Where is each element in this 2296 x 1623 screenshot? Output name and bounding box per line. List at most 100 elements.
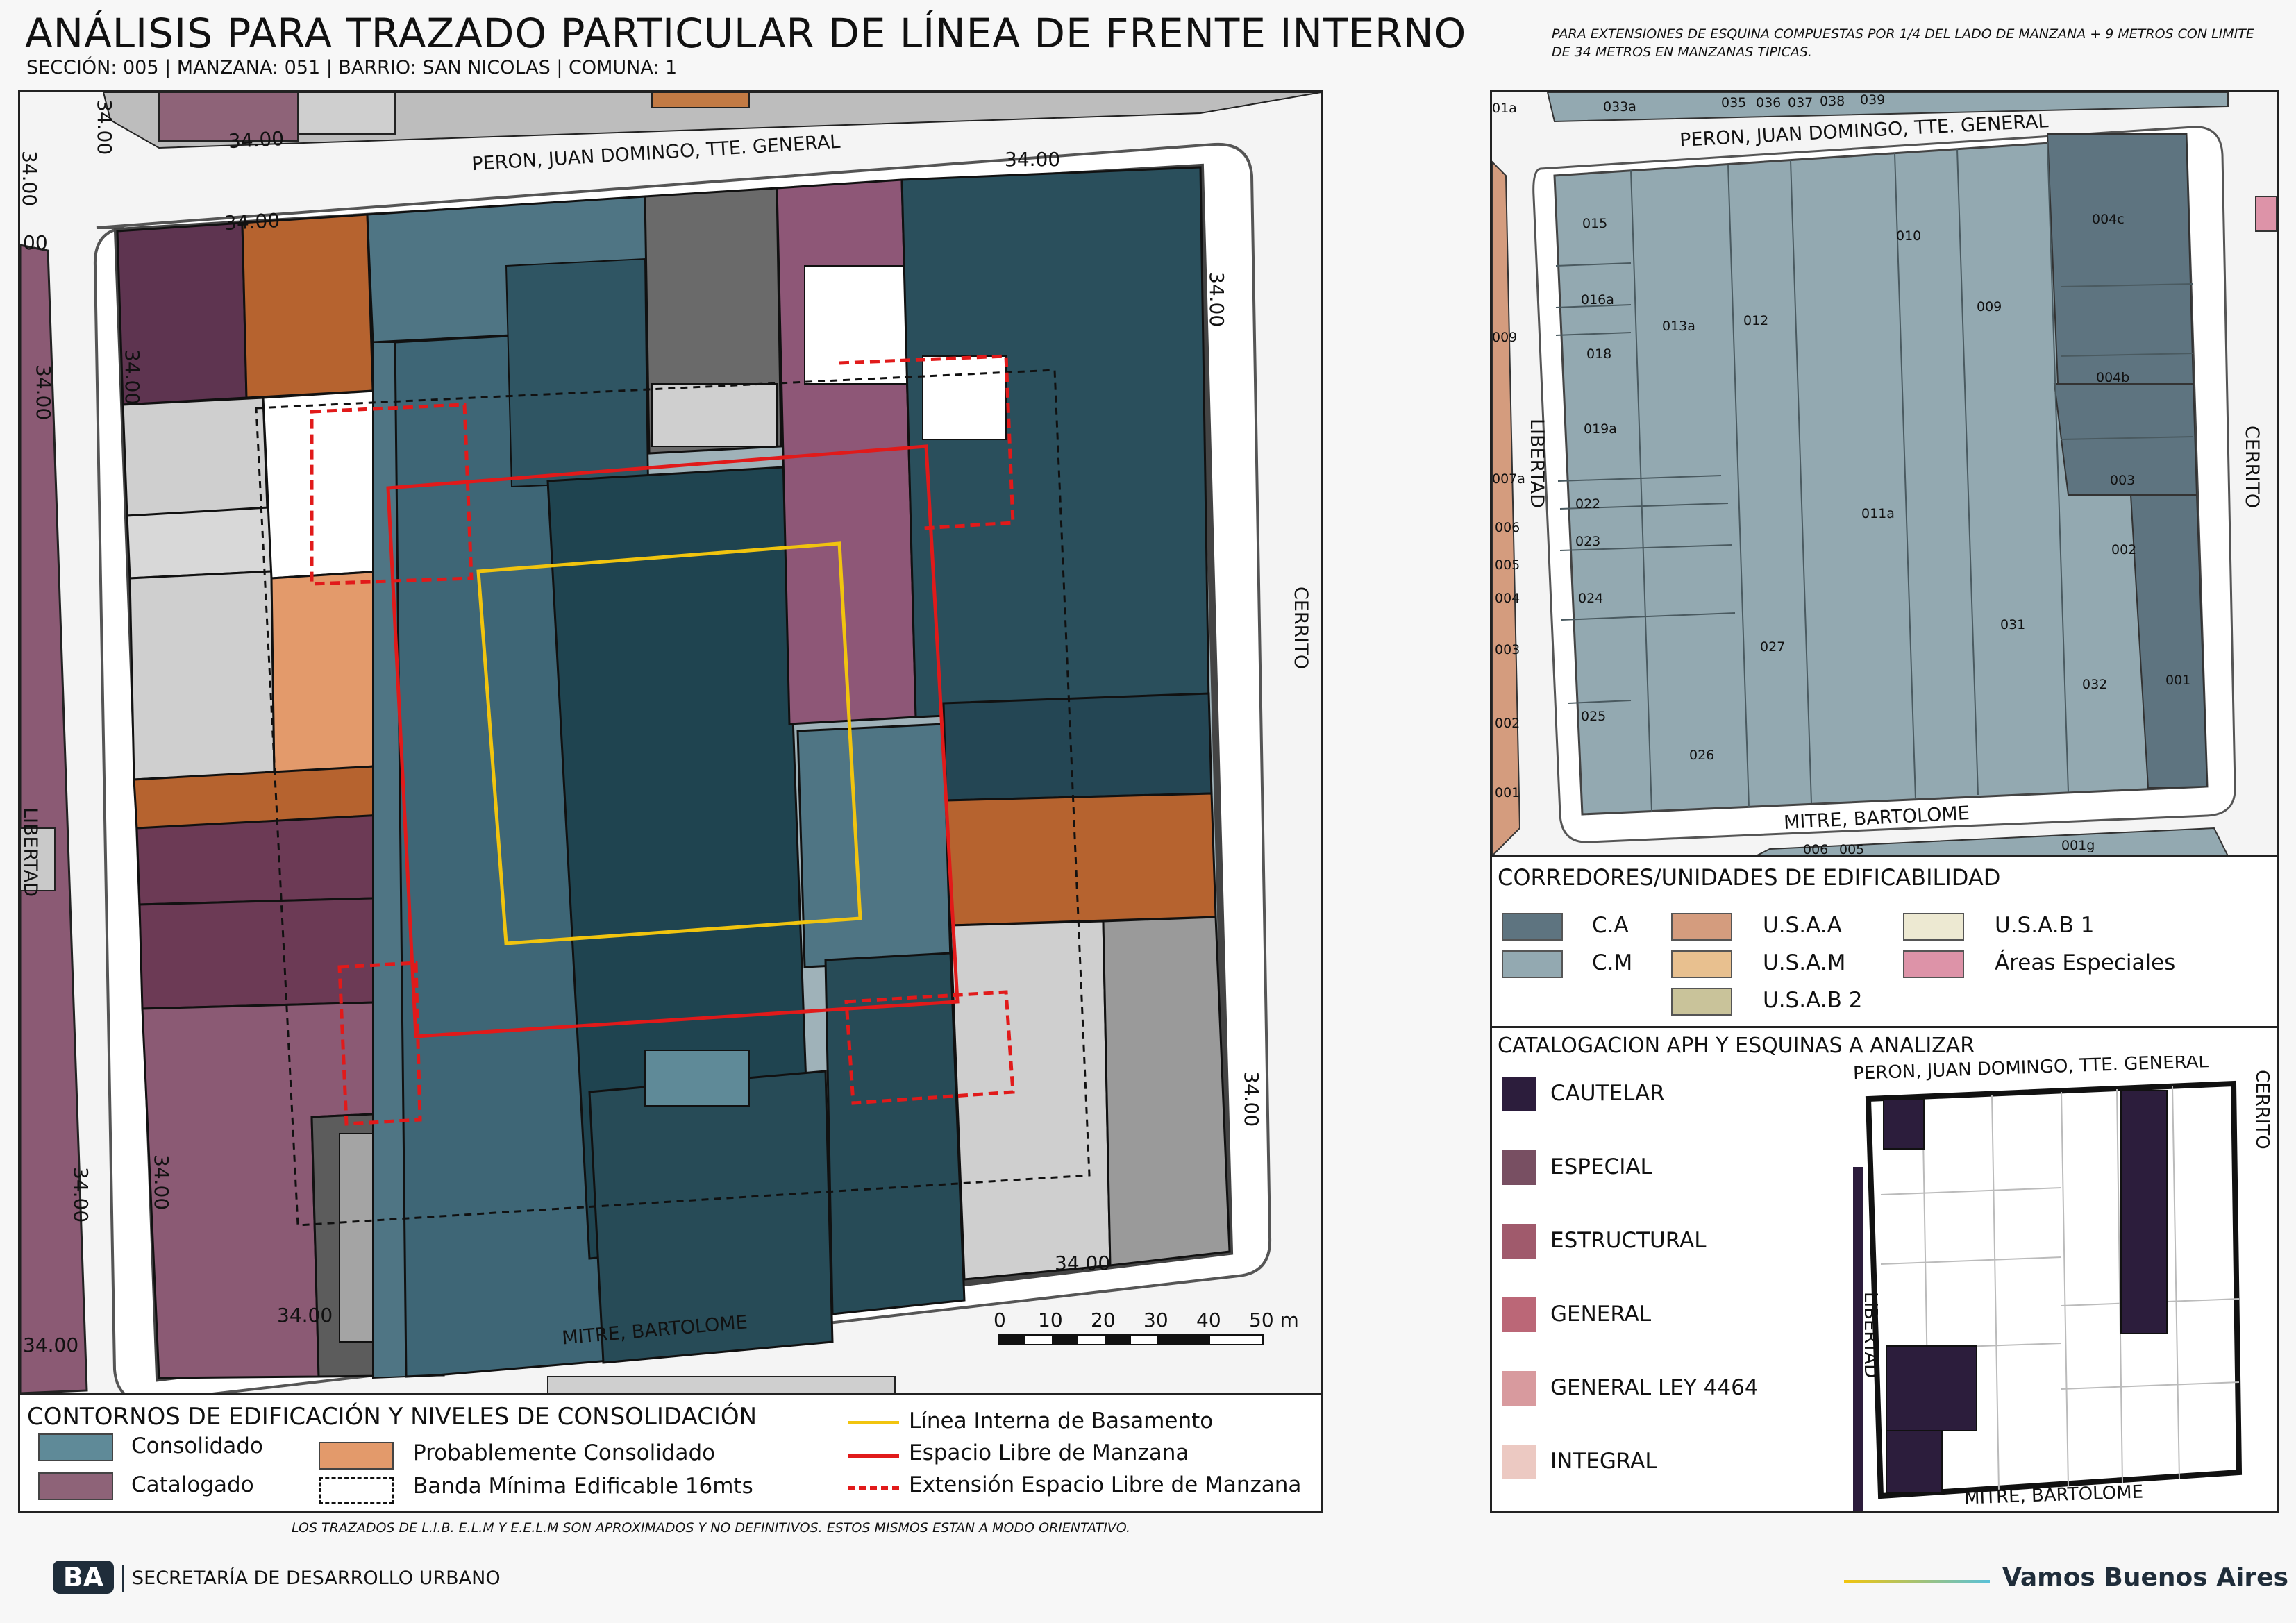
ba-logo-text: BA <box>62 1562 104 1592</box>
lot-label: 015 <box>1582 216 1608 231</box>
lot-label: 032 <box>2082 677 2108 692</box>
mini-street-east: CERRITO <box>2252 1070 2272 1150</box>
lot-label: 006 <box>1803 842 1829 857</box>
dimension-label: 34.00 <box>93 99 116 155</box>
lot-label: 027 <box>1760 639 1786 655</box>
gradient-line <box>1844 1580 1990 1583</box>
legend-line-basement <box>848 1421 899 1424</box>
legend-label: GENERAL <box>1550 1302 1652 1327</box>
lot-label: 003 <box>2110 473 2136 488</box>
legend-label: Áreas Especiales <box>1995 950 2176 975</box>
lot-label: 005 <box>1839 842 1865 857</box>
scale-label: 10 <box>1038 1309 1063 1331</box>
legend-swatch-probable <box>319 1442 394 1470</box>
lot-label: 025 <box>1581 709 1607 724</box>
dimension-label: 34.00 <box>277 1304 333 1327</box>
legend-label: Banda Mínima Edificable 16mts <box>413 1474 753 1499</box>
ba-logo: BA <box>53 1561 114 1594</box>
scale-label: 30 <box>1143 1309 1168 1331</box>
free-space-extension <box>839 354 1015 530</box>
contour-legend-title: CONTORNOS DE EDIFICACIÓN Y NIVELES DE CO… <box>27 1403 757 1431</box>
legend-label: GENERAL LEY 4464 <box>1550 1375 1759 1400</box>
footer-divider <box>122 1565 124 1592</box>
dimension-label: 34.00 <box>1055 1252 1111 1275</box>
legend-swatch-consolidado <box>38 1433 113 1461</box>
street-label-east: CERRITO <box>1290 587 1312 670</box>
legend-swatch-usab2 <box>1671 988 1732 1016</box>
main-map-panel: PERON, JUAN DOMINGO, TTE. GENERAL MITRE,… <box>18 90 1323 1395</box>
legend-swatch-usab1 <box>1903 913 1964 941</box>
parcel-street-east: CERRITO <box>2241 426 2263 509</box>
secretaria-label: SECRETARÍA DE DESARROLLO URBANO <box>132 1567 501 1589</box>
lot-label: 001g <box>2061 838 2095 853</box>
legend-label: Espacio Libre de Manzana <box>909 1440 1189 1465</box>
contour-legend: CONTORNOS DE EDIFICACIÓN Y NIVELES DE CO… <box>18 1393 1323 1513</box>
lot-label: 009 <box>1977 299 2002 314</box>
aph-mini-map: PERON, JUAN DOMINGO, TTE. GENERAL MITRE,… <box>1853 1056 2277 1511</box>
corridor-legend-title: CORREDORES/UNIDADES DE EDIFICABILIDAD <box>1498 864 2001 891</box>
legend-label: U.S.A.B 2 <box>1763 988 1863 1013</box>
dimension-label: 34.00 <box>69 1167 92 1223</box>
aph-legend-title: CATALOGACION APH Y ESQUINAS A ANALIZAR <box>1498 1034 1975 1058</box>
legend-label: ESTRUCTURAL <box>1550 1228 1707 1253</box>
scale-label: 0 <box>994 1309 1006 1331</box>
legend-label: C.A <box>1592 913 1629 938</box>
dimension-label: 34.00 <box>228 126 285 153</box>
extension-note: PARA EXTENSIONES DE ESQUINA COMPUESTAS P… <box>1552 26 2254 60</box>
lot-label: 001 <box>2165 673 2191 688</box>
lot-label: 012 <box>1743 313 1769 328</box>
free-space-extension <box>337 961 422 1126</box>
main-map <box>20 92 1321 1393</box>
lot-label: 018 <box>1586 346 1612 362</box>
scale-label: 40 <box>1196 1309 1221 1331</box>
lot-label: 006 <box>1495 520 1520 535</box>
street-label-west: LIBERTAD <box>19 807 41 898</box>
parcel-map <box>1492 92 2277 856</box>
legend-swatch-estructural <box>1502 1224 1536 1259</box>
parcel-street-west: LIBERTAD <box>1526 419 1548 509</box>
legend-swatch-cautelar <box>1502 1077 1536 1111</box>
legend-line-free-space <box>848 1454 899 1458</box>
free-space-extension <box>310 403 474 586</box>
legend-label: Catalogado <box>131 1472 254 1497</box>
lot-label: 031 <box>2000 617 2026 632</box>
lot-label: 026 <box>1689 748 1715 763</box>
lot-label: 004b <box>2096 370 2130 385</box>
lot-label: 004 <box>1495 591 1520 606</box>
legend-label: Probablemente Consolidado <box>413 1440 716 1465</box>
legend-label: Extensión Espacio Libre de Manzana <box>909 1472 1302 1497</box>
legend-label: U.S.A.B 1 <box>1995 913 2095 938</box>
lot-label: 019a <box>1584 421 1617 437</box>
lot-label: 022 <box>1575 496 1601 512</box>
lot-label: 033a <box>1603 99 1636 115</box>
lot-label: 011a <box>1861 506 1895 521</box>
lot-label: 038 <box>1820 94 1845 109</box>
lot-label: 004c <box>2092 212 2125 227</box>
lot-label: 009 <box>1492 330 1518 345</box>
lot-label: 037 <box>1788 95 1813 110</box>
lot-label: 035 <box>1721 95 1747 110</box>
legend-swatch-usam <box>1671 950 1732 978</box>
lot-label: 002 <box>1495 716 1520 731</box>
lot-label: 036 <box>1756 95 1782 110</box>
north-neighbor-block <box>102 92 1321 149</box>
corridor-legend: CORREDORES/UNIDADES DE EDIFICABILIDAD C.… <box>1490 855 2279 1029</box>
basement-line <box>476 541 862 945</box>
legend-label: Consolidado <box>131 1433 263 1458</box>
dimension-label: 34.00 <box>1240 1071 1263 1127</box>
dimension-label: 34.00 <box>224 208 280 235</box>
mini-street-west: LIBERTAD <box>1860 1292 1881 1379</box>
lot-label: 013a <box>1662 319 1695 334</box>
dimension-label: 34.00 <box>121 349 144 405</box>
legend-label: C.M <box>1592 950 1633 975</box>
parcel-map-panel: PERON, JUAN DOMINGO, TTE. GENERAL MITRE,… <box>1490 90 2279 858</box>
legend-label: INTEGRAL <box>1550 1449 1657 1474</box>
legend-swatch-general <box>1502 1297 1536 1332</box>
legend-swatch-band <box>319 1477 394 1504</box>
lot-label: 016a <box>1581 292 1614 308</box>
dimension-label: 34.00 <box>150 1154 173 1211</box>
lot-label: 039 <box>1860 92 1886 108</box>
dimension-label: 34.00 <box>1205 271 1228 328</box>
slogan: Vamos Buenos Aires <box>2002 1563 2288 1592</box>
lot-label: 001 <box>1495 785 1520 800</box>
